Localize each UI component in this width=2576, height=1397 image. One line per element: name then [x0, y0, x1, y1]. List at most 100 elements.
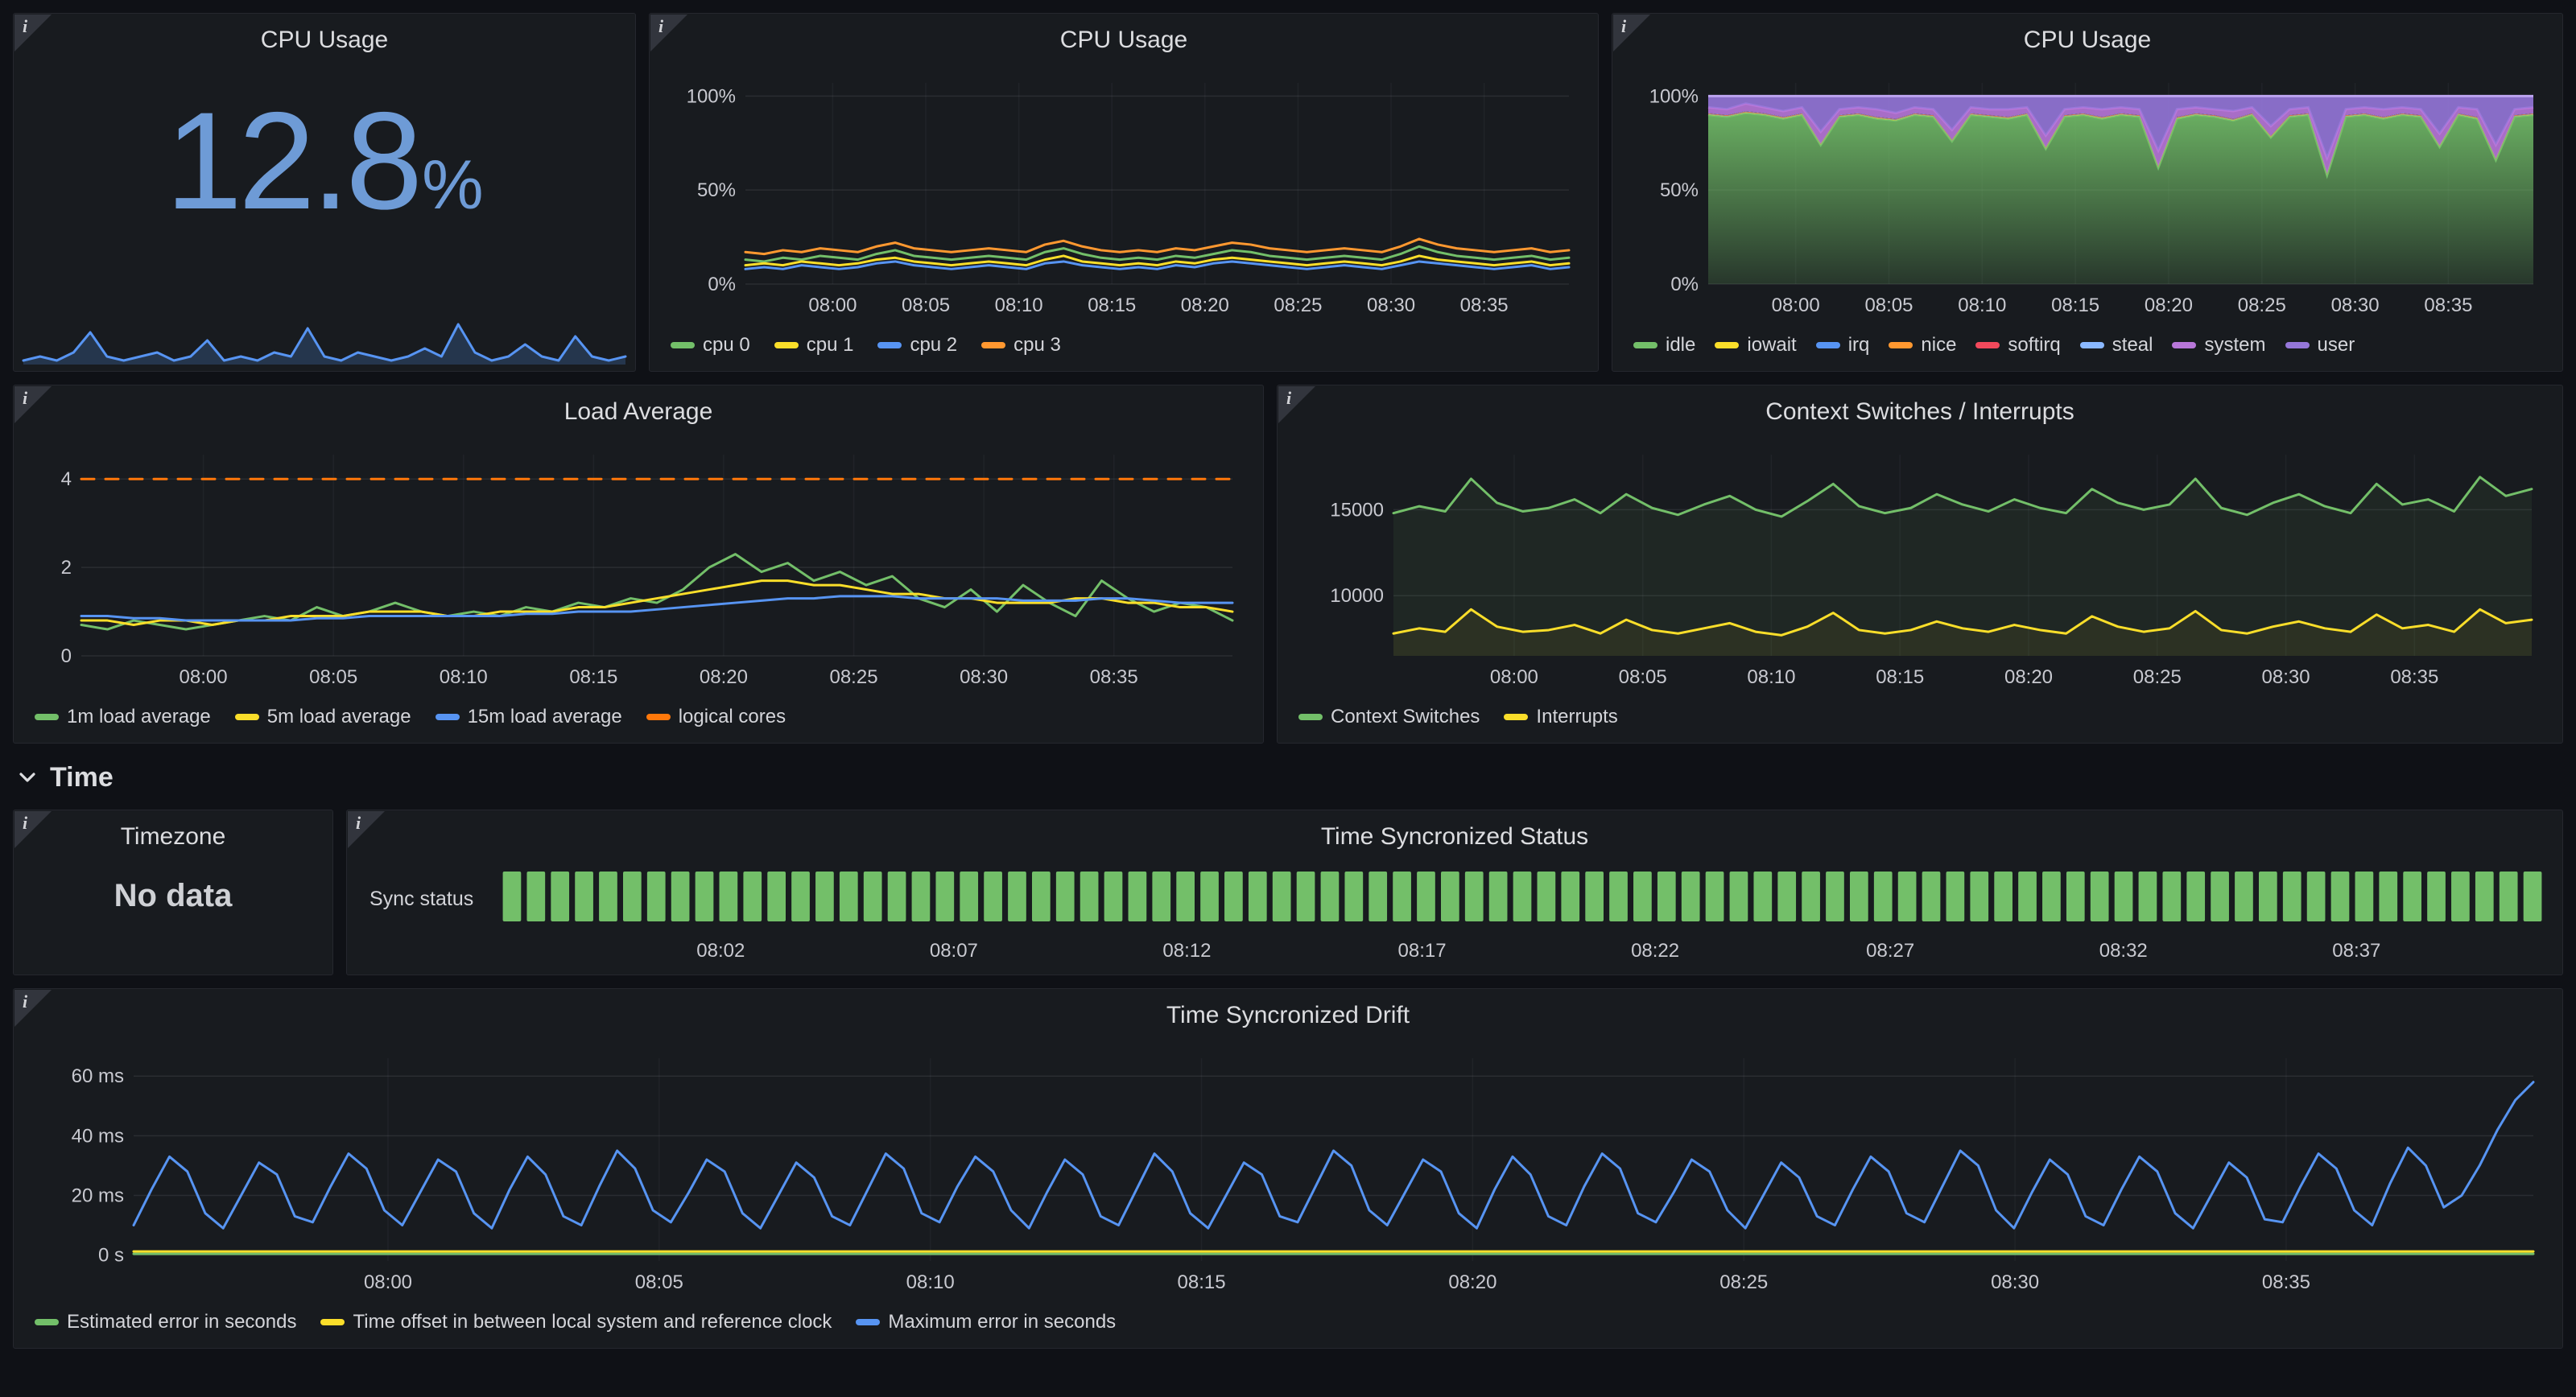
- legend-label: steal: [2112, 334, 2153, 356]
- legend-item-1m-load-average[interactable]: 1m load average: [35, 706, 211, 728]
- panel-load-average: i Load Average 08:00 08:05 08:10 08:15 08:20…: [13, 385, 1264, 744]
- panel-info-icon[interactable]: i: [14, 386, 52, 423]
- legend-item-system[interactable]: system: [2172, 334, 2266, 356]
- stat-value: 12.8%: [14, 81, 635, 241]
- svg-text:15000: 15000: [1330, 499, 1384, 521]
- info-icon-glyph: i: [23, 813, 28, 833]
- legend-swatch: [320, 1319, 345, 1325]
- svg-text:0: 0: [61, 645, 72, 667]
- section-title: Time: [50, 761, 114, 793]
- legend-item-softirq[interactable]: softirq: [1975, 334, 2061, 356]
- cpu-usage-sparkline[interactable]: [22, 304, 627, 367]
- panel-title[interactable]: Context Switches / Interrupts: [1765, 398, 2074, 425]
- cpu-per-core-legend: cpu 0 cpu 1 cpu 2 cpu 3: [671, 328, 1587, 363]
- panel-title[interactable]: Load Average: [564, 398, 713, 425]
- panel-cpu-usage-per-core: i CPU Usage 08:00 08:05 08:10 08:15 08:20 08:…: [649, 13, 1599, 372]
- legend-label: softirq: [2008, 334, 2061, 356]
- legend-item-time-offset-in-between-local-system-and-reference-clock[interactable]: Time offset in between local system and …: [320, 1311, 832, 1333]
- svg-text:08:35: 08:35: [2262, 1271, 2310, 1293]
- svg-text:08:02: 08:02: [696, 940, 745, 962]
- no-data-message: No data: [114, 878, 233, 913]
- time-sync-drift-legend: Estimated error in seconds Time offset in…: [35, 1304, 2551, 1340]
- legend-item-maximum-error-in-seconds[interactable]: Maximum error in seconds: [856, 1311, 1116, 1333]
- panel-title[interactable]: CPU Usage: [1059, 27, 1188, 53]
- panel-info-icon[interactable]: i: [14, 14, 52, 52]
- svg-text:08:30: 08:30: [960, 666, 1008, 688]
- svg-text:08:10: 08:10: [906, 1271, 955, 1293]
- panel-info-icon[interactable]: i: [14, 811, 52, 848]
- svg-text:08:35: 08:35: [2424, 295, 2472, 316]
- time-sync-drift-chart[interactable]: 08:00 08:05 08:10 08:15 08:20 08:25 08:30 08:35…: [25, 1047, 2548, 1296]
- legend-label: Maximum error in seconds: [888, 1311, 1117, 1333]
- context-switches-chart[interactable]: 08:00 08:05 08:10 08:15 08:20 08:25 08:30 08:35…: [1289, 443, 2548, 691]
- panel-info-icon[interactable]: i: [1278, 386, 1315, 423]
- legend-item-cpu-2[interactable]: cpu 2: [877, 334, 957, 356]
- legend-item-irq[interactable]: irq: [1815, 334, 1870, 356]
- legend-item-logical-cores[interactable]: logical cores: [646, 706, 786, 728]
- legend-item-context-switches[interactable]: Context Switches: [1298, 706, 1480, 728]
- legend-item-15m-load-average[interactable]: 15m load average: [435, 706, 622, 728]
- context-switches-legend: Context Switches Interrupts: [1298, 699, 2551, 735]
- legend-swatch: [1975, 342, 2000, 348]
- panel-info-icon[interactable]: i: [650, 14, 687, 52]
- svg-text:08:25: 08:25: [2238, 295, 2286, 316]
- svg-text:08:07: 08:07: [930, 940, 978, 962]
- svg-text:08:05: 08:05: [635, 1271, 683, 1293]
- legend-swatch: [1889, 342, 1913, 348]
- info-icon-glyph: i: [23, 16, 28, 36]
- panel-title[interactable]: Time Syncronized Drift: [1166, 1002, 1410, 1028]
- panel-info-icon[interactable]: i: [348, 811, 385, 848]
- legend-item-5m-load-average[interactable]: 5m load average: [234, 706, 411, 728]
- chevron-down-icon: [19, 773, 35, 782]
- legend-item-cpu-1[interactable]: cpu 1: [774, 334, 853, 356]
- legend-swatch: [981, 342, 1006, 348]
- panel-title[interactable]: CPU Usage: [260, 27, 389, 53]
- legend-swatch: [1815, 342, 1840, 348]
- legend-item-idle[interactable]: idle: [1633, 334, 1695, 356]
- panel-title[interactable]: CPU Usage: [2023, 27, 2152, 53]
- panel-info-icon[interactable]: i: [1613, 14, 1650, 52]
- svg-text:08:30: 08:30: [1367, 295, 1415, 316]
- legend-item-cpu-3[interactable]: cpu 3: [981, 334, 1061, 356]
- section-row-time[interactable]: Time: [14, 753, 114, 802]
- svg-text:08:30: 08:30: [2262, 666, 2310, 688]
- svg-text:4: 4: [61, 468, 72, 490]
- legend-item-steal[interactable]: steal: [2079, 334, 2153, 356]
- svg-text:08:20: 08:20: [2004, 666, 2053, 688]
- svg-text:08:05: 08:05: [309, 666, 357, 688]
- svg-text:100%: 100%: [687, 85, 736, 107]
- legend-swatch: [35, 1319, 59, 1325]
- legend-item-interrupts[interactable]: Interrupts: [1504, 706, 1618, 728]
- svg-text:50%: 50%: [697, 179, 736, 201]
- svg-text:08:15: 08:15: [1088, 295, 1136, 316]
- svg-text:08:35: 08:35: [1460, 295, 1509, 316]
- load-average-chart[interactable]: 08:00 08:05 08:10 08:15 08:20 08:25 08:30 08:35…: [25, 443, 1249, 691]
- svg-text:08:27: 08:27: [1866, 940, 1914, 962]
- legend-item-cpu-0[interactable]: cpu 0: [671, 334, 750, 356]
- svg-text:10000: 10000: [1330, 585, 1384, 607]
- svg-text:20 ms: 20 ms: [72, 1185, 124, 1206]
- cpu-per-core-chart[interactable]: 08:00 08:05 08:10 08:15 08:20 08:25 08:30 08:35…: [661, 72, 1583, 319]
- svg-text:08:00: 08:00: [1772, 295, 1820, 316]
- legend-item-user[interactable]: user: [2285, 334, 2355, 356]
- legend-item-iowait[interactable]: iowait: [1715, 334, 1797, 356]
- svg-text:08:20: 08:20: [700, 666, 748, 688]
- panel-title[interactable]: Time Syncronized Status: [1320, 823, 1589, 850]
- panel-title[interactable]: Timezone: [120, 823, 226, 850]
- cpu-modes-stacked-chart[interactable]: 08:00 08:05 08:10 08:15 08:20 08:25 08:30 08:35…: [1624, 72, 2548, 319]
- legend-swatch: [2285, 342, 2310, 348]
- legend-swatch: [2172, 342, 2197, 348]
- legend-swatch: [671, 342, 695, 348]
- sync-status-bars[interactable]: 08:02 08:07 08:12 08:17 08:22 08:27 08:32 08:37: [497, 859, 2549, 971]
- panel-info-icon[interactable]: i: [14, 990, 52, 1027]
- legend-item-estimated-error-in-seconds[interactable]: Estimated error in seconds: [35, 1311, 296, 1333]
- svg-text:08:05: 08:05: [1619, 666, 1667, 688]
- svg-text:60 ms: 60 ms: [72, 1065, 124, 1087]
- svg-text:08:32: 08:32: [2099, 940, 2148, 962]
- svg-text:08:05: 08:05: [902, 295, 950, 316]
- svg-text:08:30: 08:30: [1991, 1271, 2039, 1293]
- load-average-legend: 1m load average 5m load average 15m load a…: [35, 699, 1252, 735]
- legend-label: irq: [1847, 334, 1870, 356]
- legend-label: 15m load average: [467, 706, 622, 727]
- legend-item-nice[interactable]: nice: [1889, 334, 1956, 356]
